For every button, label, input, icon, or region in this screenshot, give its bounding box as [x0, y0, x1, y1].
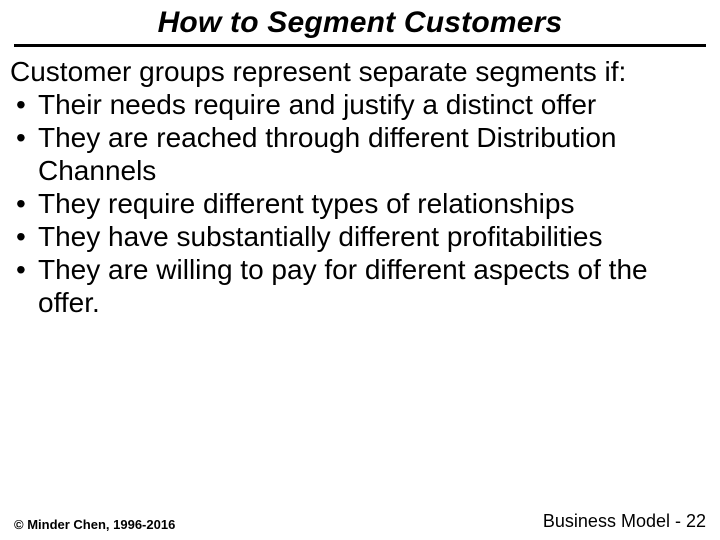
list-item: They are reached through different Distr… [10, 121, 710, 187]
copyright-text: © Minder Chen, 1996-2016 [14, 517, 175, 532]
slide: How to Segment Customers Customer groups… [0, 6, 720, 540]
slide-title: How to Segment Customers [0, 6, 720, 40]
list-item: They have substantially different profit… [10, 220, 710, 253]
footer: © Minder Chen, 1996-2016 Business Model … [14, 511, 706, 532]
list-item: Their needs require and justify a distin… [10, 88, 710, 121]
title-underline [14, 44, 706, 47]
slide-body: Customer groups represent separate segme… [0, 55, 720, 319]
list-item: They are willing to pay for different as… [10, 253, 710, 319]
intro-text: Customer groups represent separate segme… [10, 55, 710, 88]
bullet-list: Their needs require and justify a distin… [10, 88, 710, 319]
page-number: Business Model - 22 [543, 511, 706, 532]
list-item: They require different types of relation… [10, 187, 710, 220]
